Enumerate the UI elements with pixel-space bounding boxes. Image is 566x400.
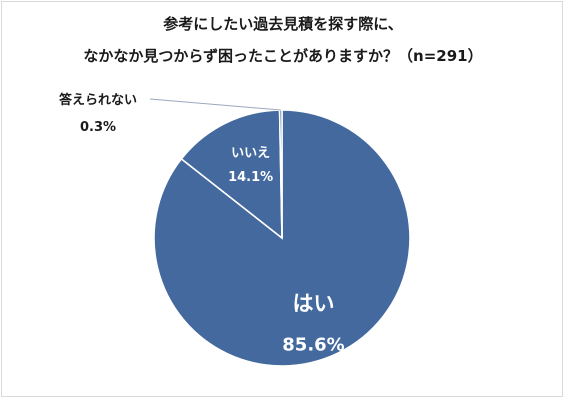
chart-title-line-2: なかなか見つからず困ったことがありますか？（n=291） <box>83 47 483 65</box>
slice-value-no-answer: 0.3% <box>80 120 116 135</box>
slice-value-no: 14.1% <box>228 170 273 185</box>
chart-title-line-1: 参考にしたい過去見積を探す際に、 <box>163 15 403 33</box>
slice-value-yes: 85.6% <box>282 334 344 355</box>
slice-label-no: いいえ <box>231 146 270 161</box>
slice-label-no-answer: 答えられない <box>59 92 137 108</box>
pie-slice-no <box>180 109 283 240</box>
leader-line-no-answer <box>149 98 281 111</box>
slice-label-yes: はい <box>292 291 334 315</box>
